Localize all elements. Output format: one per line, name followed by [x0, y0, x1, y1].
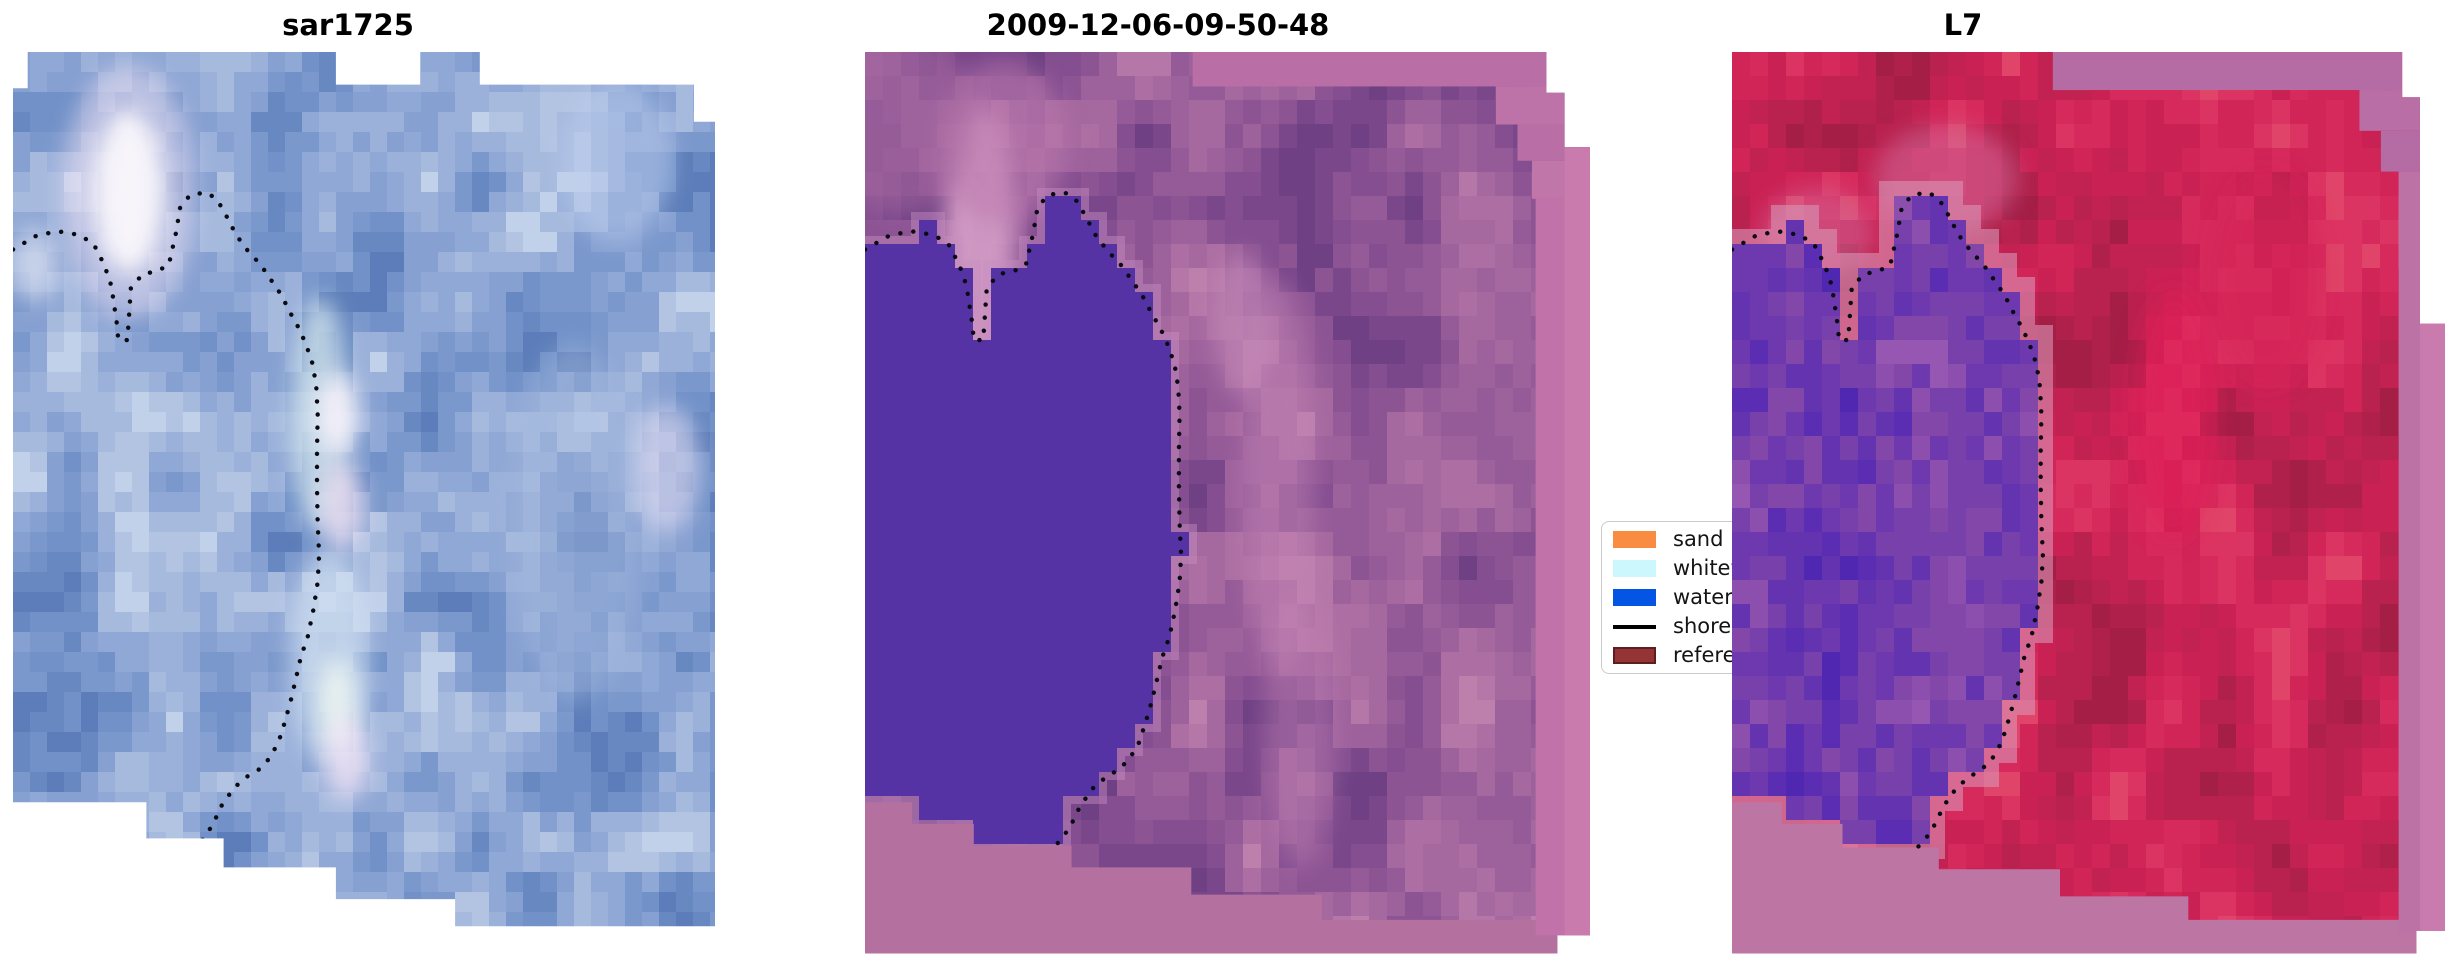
legend-row-sand: sand	[1613, 527, 1829, 551]
panel-pixels	[1732, 52, 2445, 954]
texture-blobs	[13, 65, 701, 800]
panel-pixels	[13, 52, 715, 927]
legend-swatch-water	[1613, 589, 1656, 606]
panel-title-date: 2009-12-06-09-50-48	[986, 8, 1330, 42]
panel-title-l7: L7	[1943, 8, 1983, 42]
shoreline-dots	[1732, 190, 2046, 850]
offset-layer-strip	[2052, 52, 2403, 91]
legend-row-whitewater: whitew	[1613, 556, 1829, 580]
legend-label-reference: referen	[1673, 643, 1749, 667]
water-region	[865, 188, 1197, 852]
offset-layer-strip	[1495, 86, 1590, 125]
panel-image-sar1725	[13, 52, 715, 927]
nodata-band	[865, 802, 1558, 954]
legend-row-reference: referen	[1613, 643, 1829, 667]
panel-pixels	[865, 52, 1590, 954]
legend-label-shoreline: shoreli	[1673, 614, 1743, 638]
legend-row-shoreline: shoreli	[1613, 614, 1829, 638]
texture-blobs	[865, 52, 1337, 868]
legend-swatch-shoreline-line	[1613, 624, 1656, 629]
legend-swatch-whitewater	[1613, 560, 1656, 577]
offset-layer-strip	[1564, 147, 1590, 936]
panel-image-date	[865, 52, 1590, 954]
legend-label-water: water	[1673, 585, 1733, 609]
legend-swatch-sand	[1613, 531, 1656, 548]
offset-layer-strip	[1192, 52, 1548, 87]
legend-label-sand: sand	[1673, 527, 1724, 551]
offset-layer-strip	[2420, 323, 2445, 931]
offset-layer-strip	[2380, 130, 2445, 172]
shoreline-dots	[13, 190, 322, 850]
legend-swatch-reference	[1613, 647, 1656, 664]
nodata-band	[1732, 802, 2417, 954]
legend-row-water: water	[1613, 585, 1829, 609]
texture-blobs	[1760, 124, 2324, 542]
panel-title-sar1725: sar1725	[282, 8, 414, 42]
legend-label-whitewater: whitew	[1673, 556, 1748, 580]
offset-layer-strip	[2359, 90, 2445, 131]
panel-image-l7	[1732, 52, 2445, 954]
